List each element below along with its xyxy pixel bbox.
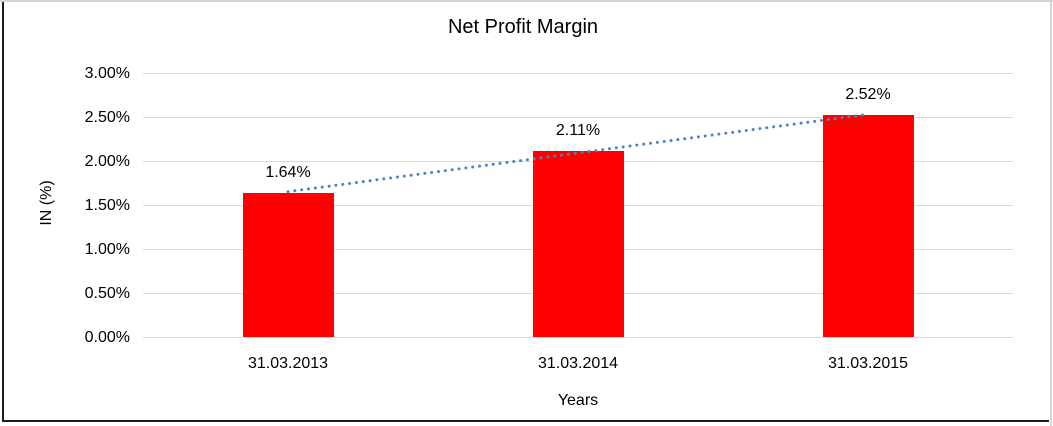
chart-border-left <box>2 2 4 422</box>
y-tick-label: 2.00% <box>84 152 130 170</box>
x-tick-label: 31.03.2013 <box>247 355 329 372</box>
y-tick-label: 1.50% <box>84 196 130 214</box>
data-label: 2.11% <box>555 122 601 140</box>
x-axis-title: Years <box>557 392 599 409</box>
x-tick-label: 31.03.2015 <box>827 355 909 372</box>
bar-31.03.2015 <box>822 115 914 337</box>
gridline <box>143 116 1013 118</box>
chart-title: Net Profit Margin <box>447 16 599 38</box>
y-tick-label: 0.00% <box>84 328 130 346</box>
trendline <box>286 112 870 194</box>
y-tick-label: 1.00% <box>84 240 130 258</box>
gridline <box>143 336 1013 338</box>
x-tick-label: 31.03.2014 <box>537 355 619 372</box>
data-label: 2.52% <box>845 86 891 104</box>
chart-border-top <box>0 0 1053 2</box>
y-tick-label: 2.50% <box>84 108 130 126</box>
y-tick-label: 0.50% <box>84 284 130 302</box>
data-label: 1.64% <box>265 163 311 181</box>
plot-area: 1.64% 2.11% 2.52% <box>143 72 1013 338</box>
chart-border-bottom <box>2 420 1049 422</box>
y-tick-label: 3.00% <box>84 64 130 82</box>
chart-border-right <box>1050 0 1052 426</box>
bar-31.03.2014 <box>532 151 624 337</box>
bar-31.03.2013 <box>242 192 334 337</box>
gridline <box>143 72 1013 74</box>
